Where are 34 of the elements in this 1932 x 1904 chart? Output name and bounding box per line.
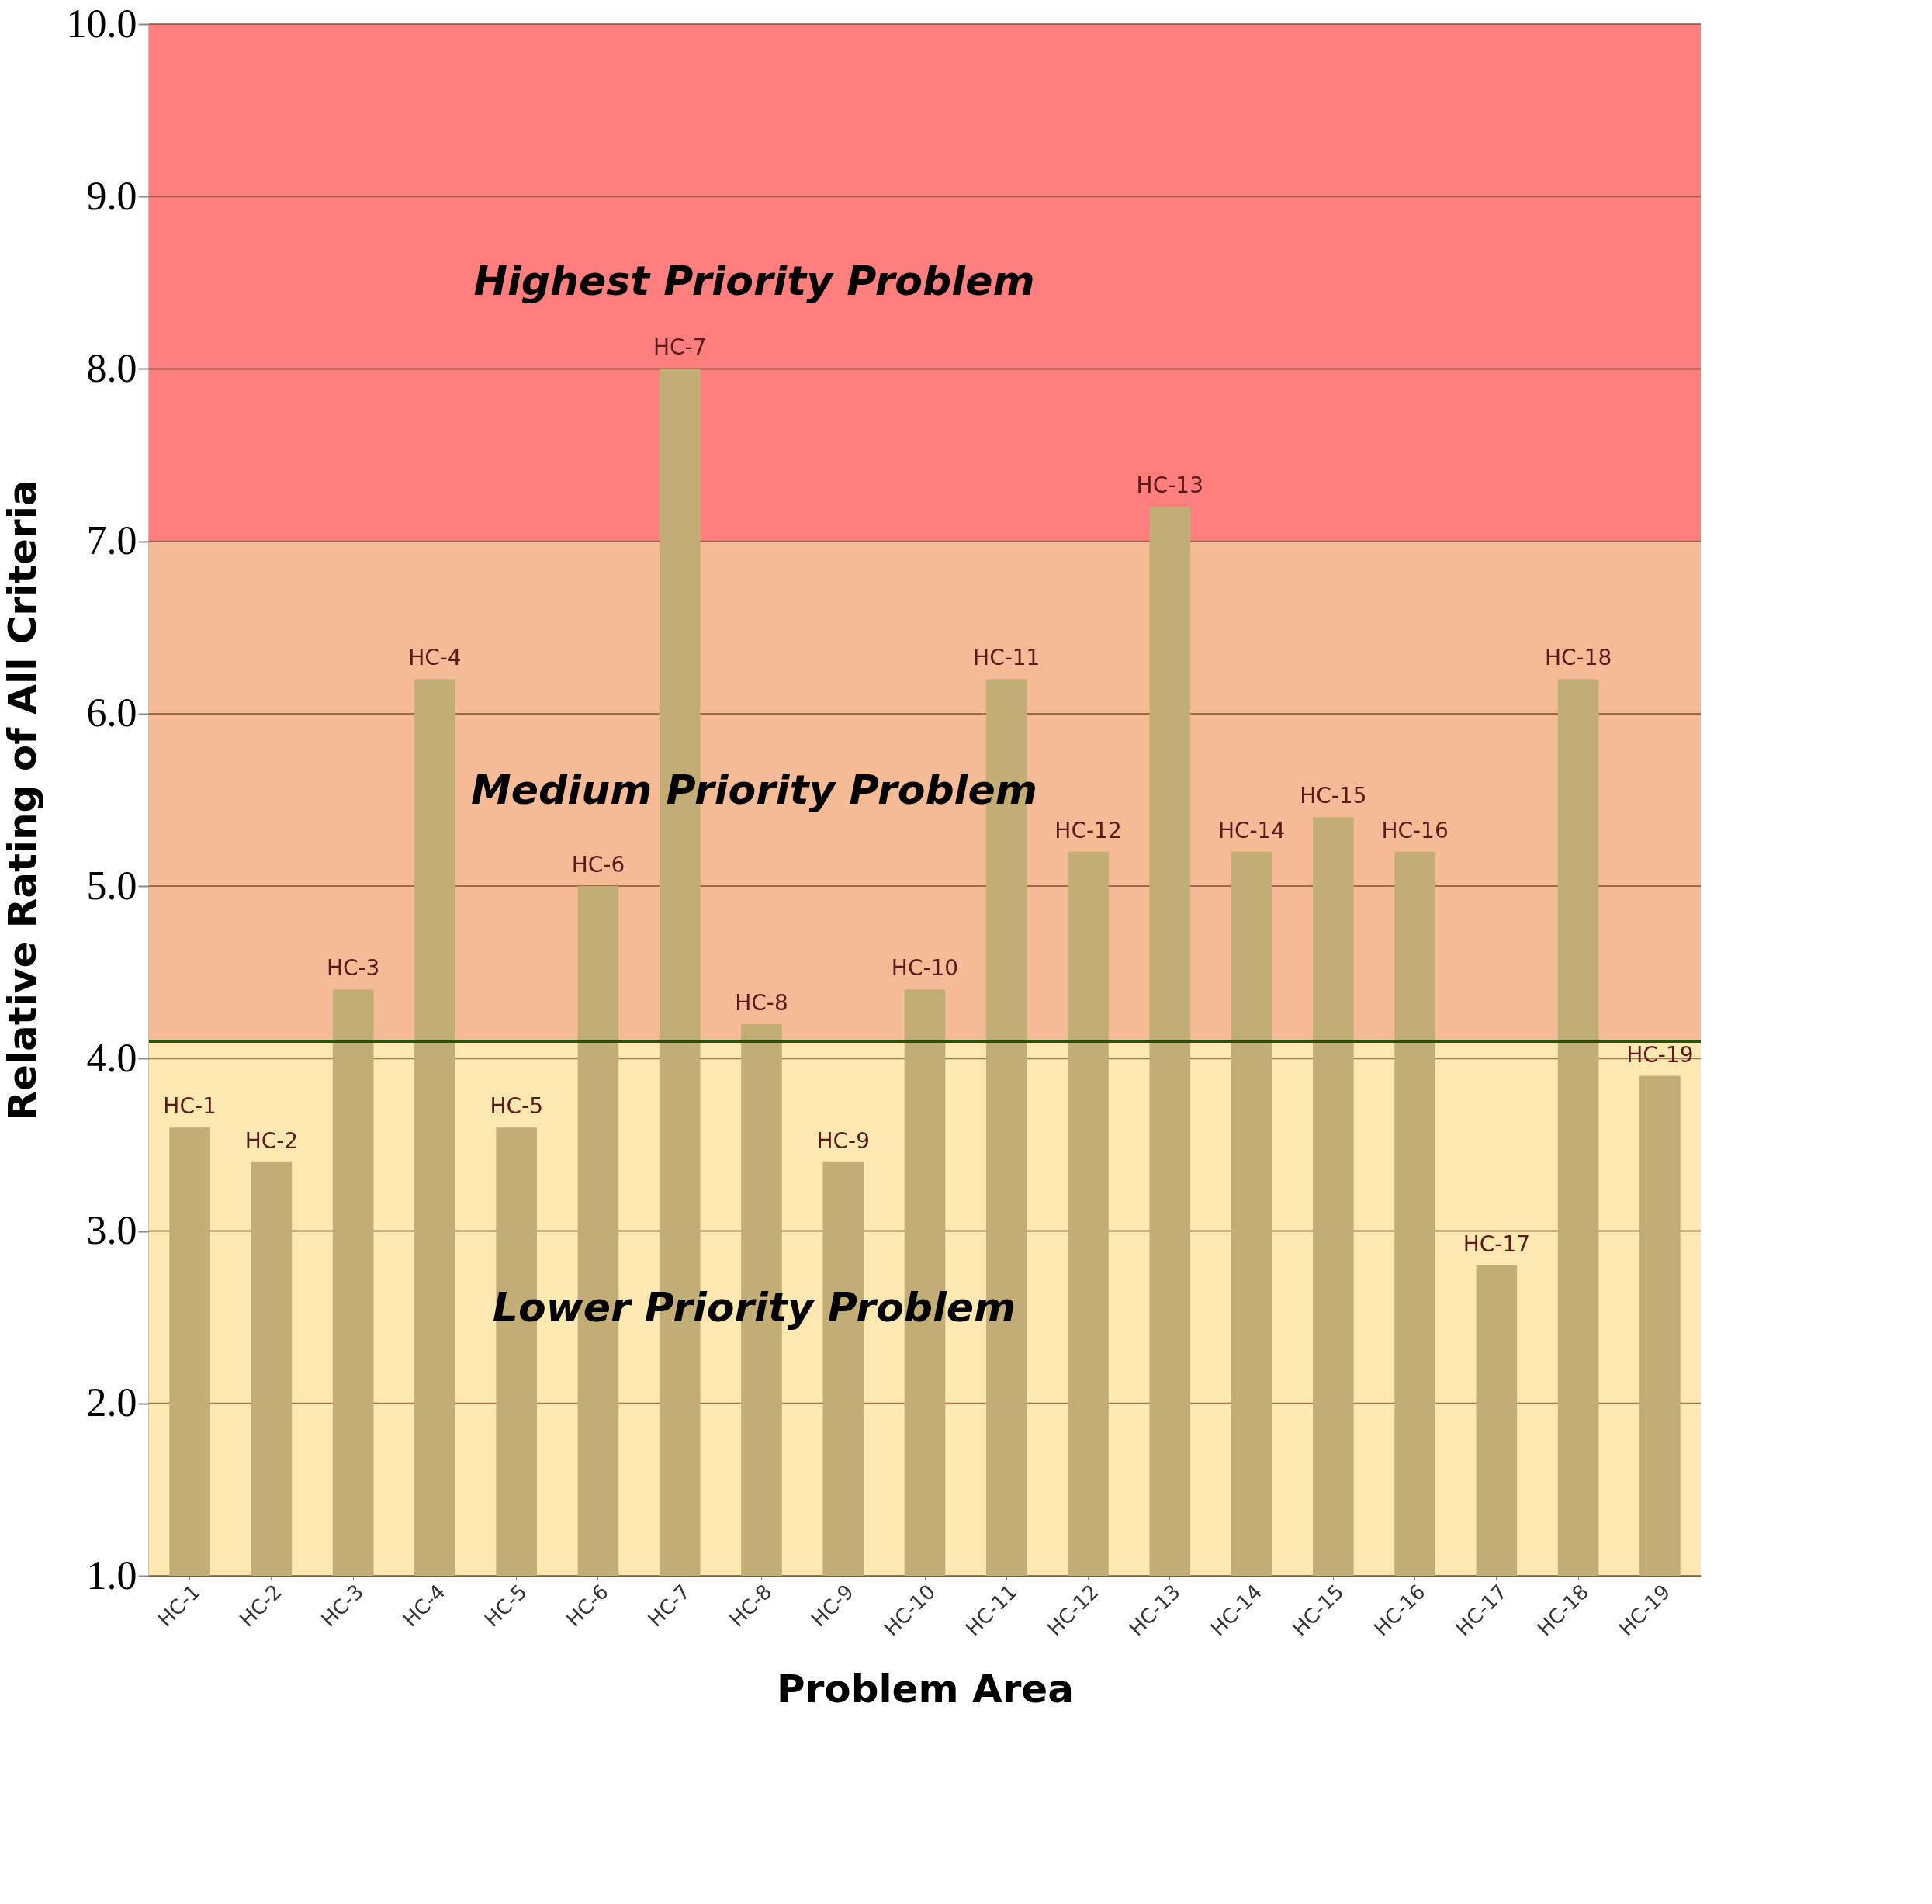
data-label: HC-2 [244, 1127, 299, 1154]
y-tick-label: 8.0 [86, 345, 137, 390]
data-label: HC-18 [1544, 645, 1612, 671]
y-tick-label: 10.0 [66, 1, 137, 46]
data-label: HC-16 [1381, 817, 1449, 843]
band-label: Lower Priority Problem [492, 1283, 1016, 1331]
y-tick-label: 1.0 [86, 1553, 137, 1598]
data-label: HC-4 [408, 645, 462, 671]
y-tick-label: 5.0 [86, 863, 137, 908]
data-label: HC-12 [1054, 817, 1122, 843]
y-tick-label: 6.0 [86, 691, 137, 736]
data-label: HC-8 [735, 989, 788, 1016]
data-label: HC-15 [1300, 783, 1367, 809]
y-tick-label: 2.0 [86, 1380, 137, 1425]
y-tick-label: 7.0 [86, 518, 137, 563]
y-tick-label: 3.0 [86, 1208, 137, 1253]
data-label: HC-14 [1217, 817, 1286, 843]
data-label: HC-11 [973, 645, 1040, 671]
data-label: HC-3 [326, 955, 380, 981]
y-tick-label: 4.0 [86, 1035, 137, 1080]
data-label: HC-5 [490, 1093, 543, 1120]
data-label: HC-19 [1626, 1041, 1694, 1068]
y-axis-title: Relative Rating of All Criteria [0, 479, 45, 1121]
band-label: Highest Priority Problem [473, 258, 1035, 305]
data-label: HC-17 [1463, 1231, 1531, 1257]
data-label: HC-7 [653, 334, 707, 361]
data-label: HC-1 [163, 1093, 216, 1120]
x-axis-title: Problem Area [776, 1666, 1075, 1712]
data-label: HC-9 [816, 1127, 870, 1154]
data-label: HC-13 [1136, 473, 1203, 499]
data-label: HC-6 [571, 852, 625, 878]
y-tick-label: 9.0 [86, 173, 137, 218]
band-label: Medium Priority Problem [471, 766, 1037, 813]
data-label: HC-10 [891, 955, 959, 981]
